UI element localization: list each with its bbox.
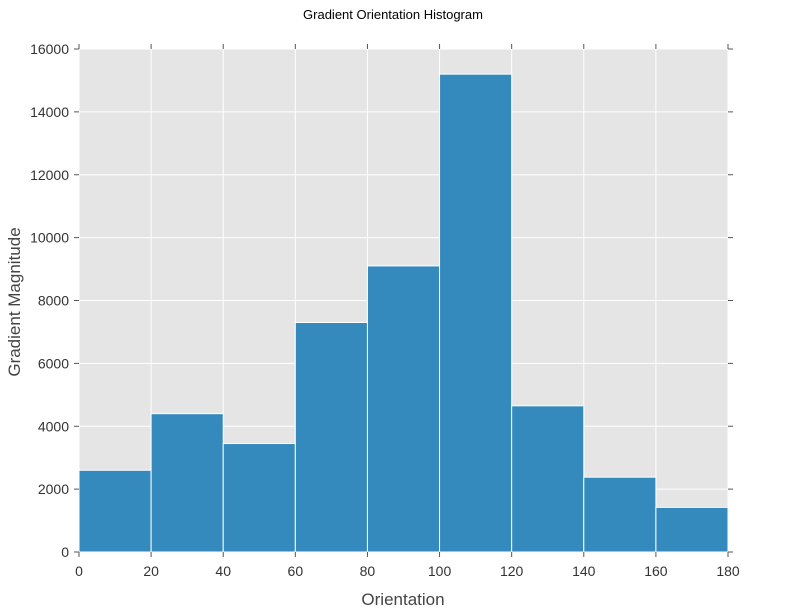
x-tick-label: 120 bbox=[500, 563, 524, 579]
y-axis-label: Gradient Magnitude bbox=[5, 227, 24, 376]
histogram-bar bbox=[439, 73, 513, 553]
x-tick-label: 20 bbox=[143, 563, 159, 579]
histogram-bar bbox=[222, 443, 296, 553]
x-tick-label: 80 bbox=[360, 563, 376, 579]
x-tick-labels: 0 20 40 60 80 100 120 140 160 180 bbox=[75, 563, 740, 579]
x-tick-label: 100 bbox=[428, 563, 452, 579]
y-tick-label: 10000 bbox=[30, 230, 69, 246]
histogram-bar bbox=[366, 265, 441, 553]
histogram-bar bbox=[150, 413, 224, 553]
chart-title: Gradient Orientation Histogram bbox=[303, 7, 483, 22]
y-tick-label: 6000 bbox=[38, 355, 69, 371]
bars bbox=[78, 73, 729, 553]
y-tick-label: 16000 bbox=[30, 41, 69, 57]
y-tick-label: 14000 bbox=[30, 104, 69, 120]
histogram-bar bbox=[655, 506, 729, 553]
y-tick-label: 12000 bbox=[30, 167, 69, 183]
x-tick-label: 140 bbox=[572, 563, 596, 579]
y-tick-label: 2000 bbox=[38, 481, 69, 497]
x-axis-label: Orientation bbox=[361, 590, 444, 608]
histogram-bar bbox=[78, 469, 152, 553]
y-tick-label: 4000 bbox=[38, 418, 69, 434]
x-tick-label: 160 bbox=[644, 563, 668, 579]
y-tick-label: 0 bbox=[61, 544, 69, 560]
x-tick-label: 40 bbox=[215, 563, 231, 579]
x-tick-label: 0 bbox=[75, 563, 83, 579]
y-tick-label: 8000 bbox=[38, 293, 69, 309]
axis-ticks bbox=[74, 44, 733, 557]
x-tick-label: 60 bbox=[288, 563, 304, 579]
y-tick-labels: 0 2000 4000 6000 8000 10000 12000 14000 16000 bbox=[30, 41, 69, 560]
histogram-bar bbox=[511, 405, 585, 553]
x-tick-label: 180 bbox=[716, 563, 740, 579]
histogram-bar bbox=[294, 322, 368, 553]
histogram-bar bbox=[583, 476, 657, 553]
